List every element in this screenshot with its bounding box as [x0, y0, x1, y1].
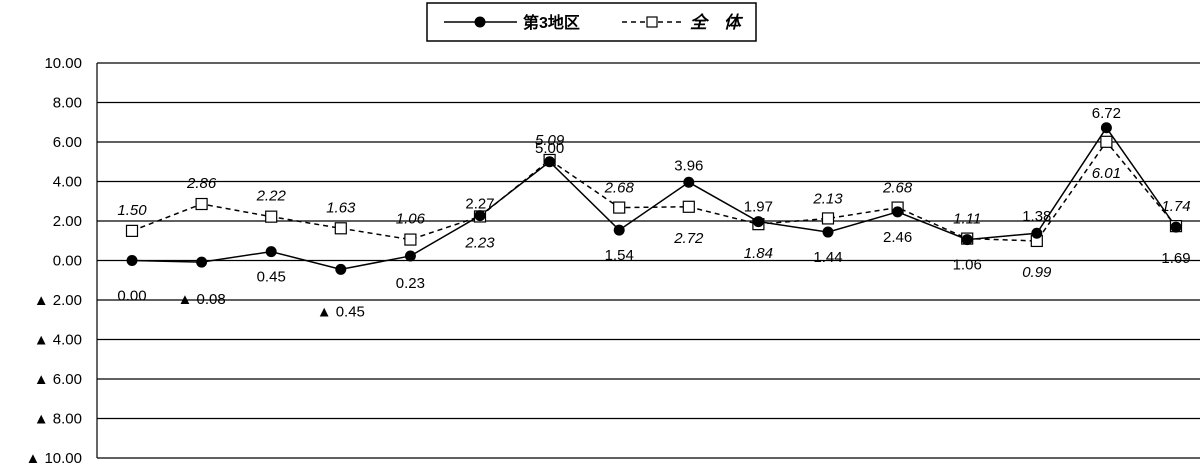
data-label-series-2: 6.01	[1092, 165, 1121, 182]
data-point-series-1	[822, 226, 834, 238]
y-tick-label: 8.00	[53, 95, 82, 112]
data-label-series-1: 6.72	[1092, 105, 1121, 122]
y-tick-label: 10.00	[44, 55, 82, 72]
legend-label-series-1: 第3地区	[523, 13, 580, 32]
data-label-series-1: 5.00	[535, 140, 564, 157]
data-label-series-2: 1.50	[117, 202, 147, 219]
data-label-series-2: 1.63	[326, 199, 356, 216]
data-label-series-2: 1.06	[396, 211, 426, 228]
data-label-series-2: 1.74	[1161, 198, 1190, 215]
data-point-series-2	[265, 210, 278, 223]
y-tick-label: 2.00	[53, 213, 82, 230]
data-point-series-1	[196, 256, 208, 268]
legend: 第3地区 全 体	[426, 2, 757, 42]
data-label-series-1: 1.44	[813, 249, 842, 266]
data-point-series-1	[683, 176, 695, 188]
series-lines	[131, 126, 1177, 271]
y-axis-tick-labels: 10.00 8.00 6.00 4.00 2.00 0.00 ▲ 2.00 ▲ 4.00 ▲ 6…	[25, 55, 82, 467]
data-label-series-2: 2.22	[256, 188, 287, 205]
data-label-series-1: 1.97	[744, 199, 773, 216]
data-label-series-2: 2.86	[186, 175, 217, 192]
legend-marker-series-1	[474, 16, 486, 28]
data-label-series-2: 1.84	[744, 245, 773, 262]
series-line-2	[131, 140, 1177, 242]
grid-lines	[96, 62, 1200, 459]
legend-box	[426, 2, 757, 42]
data-point-series-2	[334, 222, 347, 235]
data-point-series-2	[682, 200, 695, 213]
y-tick-label: ▲ 2.00	[34, 292, 82, 309]
legend-label-series-2: 全 体	[690, 13, 747, 32]
data-label-series-1: 0.23	[396, 275, 425, 292]
legend-marker-series-2	[646, 16, 658, 28]
data-label-series-2: 1.11	[953, 211, 981, 228]
data-point-series-1	[404, 250, 416, 262]
data-label-series-1: 3.96	[674, 157, 703, 174]
y-tick-label: 6.00	[53, 134, 82, 151]
data-point-series-2	[1100, 135, 1113, 148]
data-label-series-2: 2.13	[812, 190, 843, 207]
data-labels: 0.00 ▲ 0.08 0.45 ▲ 0.45 0.23 2.27 5.00 1.54 3.96…	[117, 105, 1190, 321]
y-tick-label: ▲ 8.00	[34, 411, 82, 428]
data-label-series-1: 2.27	[465, 196, 494, 213]
data-label-series-1: 1.38	[1022, 208, 1051, 225]
data-point-series-1	[961, 234, 973, 246]
data-label-series-2: 0.99	[1022, 264, 1052, 281]
data-point-series-1	[752, 216, 764, 228]
data-label-series-1: 2.46	[883, 229, 912, 246]
y-tick-label: 0.00	[53, 253, 82, 270]
data-label-series-1: 1.06	[953, 257, 982, 274]
y-tick-label: ▲ 4.00	[34, 332, 82, 349]
data-label-series-1: ▲ 0.45	[317, 303, 365, 320]
series-line-1	[131, 126, 1177, 271]
data-point-series-2	[125, 224, 139, 237]
data-label-series-2: 2.68	[604, 180, 635, 197]
data-point-series-1	[126, 255, 138, 266]
data-label-series-2: 2.23	[464, 234, 495, 251]
data-point-series-1	[1170, 221, 1182, 233]
data-point-series-1	[265, 246, 277, 258]
y-tick-label: ▲ 6.00	[34, 371, 82, 388]
y-tick-label: 4.00	[53, 174, 82, 191]
y-tick-label: ▲ 10.00	[25, 450, 82, 467]
data-point-series-1	[335, 263, 347, 275]
data-label-series-1: 0.00	[117, 288, 146, 305]
data-point-series-2	[821, 212, 835, 225]
data-point-series-2	[195, 197, 208, 211]
data-label-series-1: 1.69	[1161, 250, 1190, 267]
data-label-series-1: ▲ 0.08	[177, 291, 225, 308]
data-point-series-2	[613, 201, 626, 214]
data-label-series-2: 5.09	[535, 132, 565, 149]
data-point-series-1	[613, 224, 625, 236]
data-label-series-2: 2.72	[673, 230, 704, 247]
data-point-series-1	[1100, 122, 1112, 134]
data-point-series-1	[892, 206, 904, 218]
data-point-series-1	[474, 210, 486, 222]
data-label-series-2: 2.68	[882, 180, 913, 197]
data-label-series-1: 0.45	[257, 269, 286, 286]
data-point-series-2	[404, 233, 417, 246]
data-point-series-1	[1031, 227, 1043, 239]
series-markers	[125, 122, 1183, 275]
data-label-series-1: 1.54	[605, 247, 634, 264]
data-point-series-1	[544, 156, 556, 168]
